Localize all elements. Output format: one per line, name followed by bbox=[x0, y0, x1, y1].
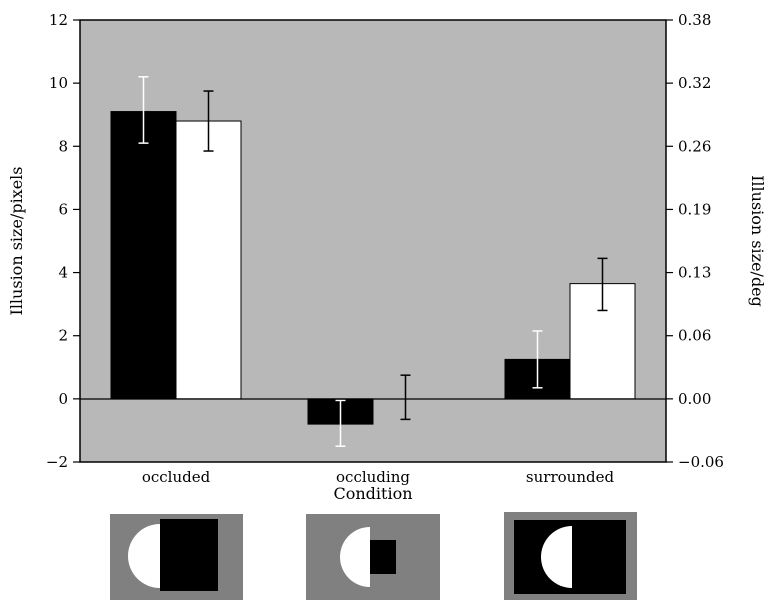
right-axis: −0.06 0.00 0.06 0.13 0.19 0.26 0.32 0.38 bbox=[666, 11, 724, 471]
category-label-occluded: occluded bbox=[142, 468, 211, 486]
right-tick-label: 0.06 bbox=[678, 327, 711, 345]
y-axis-title-left: Illusion size/pixels bbox=[7, 166, 26, 315]
x-axis-title: Condition bbox=[333, 484, 412, 503]
right-tick-label: 0.00 bbox=[678, 390, 711, 408]
stimulus-occluding-square bbox=[370, 540, 396, 574]
left-tick-label: 10 bbox=[49, 74, 68, 92]
right-tick-label: −0.06 bbox=[678, 453, 724, 471]
stimulus-occluded-occluder bbox=[160, 519, 218, 591]
right-tick-label: 0.32 bbox=[678, 74, 711, 92]
errorbars-group bbox=[138, 76, 608, 447]
stimulus-surrounded-half-disc bbox=[541, 526, 572, 588]
right-tick-label: 0.19 bbox=[678, 200, 711, 218]
left-tick-label: 2 bbox=[58, 327, 68, 345]
right-tick-label: 0.13 bbox=[678, 264, 711, 282]
left-tick-label: 4 bbox=[58, 264, 68, 282]
right-tick-label: 0.26 bbox=[678, 137, 711, 155]
stimulus-occluded-half-disc bbox=[128, 524, 160, 588]
x-axis-categories: occluded occluding surrounded bbox=[142, 468, 615, 486]
bar-occluded-1 bbox=[110, 111, 177, 400]
left-tick-label: −2 bbox=[46, 453, 68, 471]
category-label-occluding: occluding bbox=[336, 468, 410, 486]
left-tick-label: 0 bbox=[58, 390, 68, 408]
left-tick-label: 8 bbox=[58, 137, 68, 155]
bars-group bbox=[110, 111, 636, 425]
stimulus-illustrations bbox=[110, 512, 637, 600]
left-axis: −2 0 2 4 6 8 10 12 bbox=[46, 11, 80, 471]
y-axis-title-right: Illusion size/deg bbox=[748, 175, 767, 307]
bar-occluded-2 bbox=[175, 120, 242, 400]
right-tick-label: 0.38 bbox=[678, 11, 711, 29]
stimulus-occluding-half-disc bbox=[340, 527, 370, 587]
left-tick-label: 12 bbox=[49, 11, 68, 29]
category-label-surrounded: surrounded bbox=[526, 468, 615, 486]
left-tick-label: 6 bbox=[58, 200, 68, 218]
plot-frame bbox=[79, 19, 667, 463]
